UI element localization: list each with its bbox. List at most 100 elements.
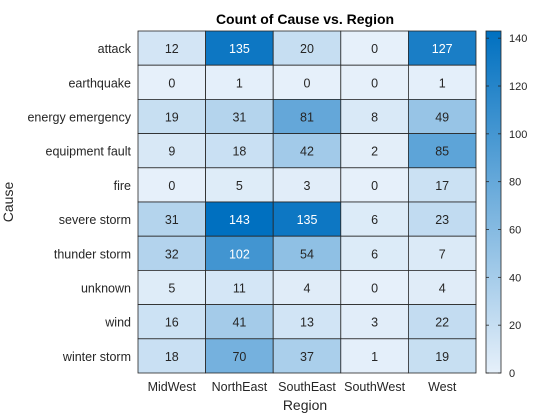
cell-value-label: 42 xyxy=(300,145,314,159)
cell-value-label: 5 xyxy=(168,282,175,296)
cell-value-label: 135 xyxy=(229,42,250,56)
cell-value-label: 81 xyxy=(300,111,314,125)
colorbar-tick-label: 100 xyxy=(509,129,527,141)
heatmap-cell xyxy=(340,99,409,135)
heatmap-cell xyxy=(137,235,206,271)
cell-value-label: 5 xyxy=(236,179,243,193)
y-tick-label: attack xyxy=(98,42,132,56)
heatmap-cell xyxy=(205,201,274,237)
cell-value-label: 0 xyxy=(168,76,175,90)
cell-value-label: 18 xyxy=(165,350,179,364)
cell-value-label: 0 xyxy=(371,179,378,193)
colorbar-tick-label: 60 xyxy=(509,225,521,237)
colorbar-tick-label: 140 xyxy=(509,33,527,45)
cell-value-label: 8 xyxy=(371,111,378,125)
cell-value-label: 135 xyxy=(297,213,318,227)
heatmap-cell xyxy=(407,338,477,374)
y-tick-label: winter storm xyxy=(62,350,131,364)
cell-value-label: 2 xyxy=(371,145,378,159)
heatmap-cell xyxy=(137,167,206,203)
y-tick-label: unknown xyxy=(81,282,131,296)
cell-value-label: 31 xyxy=(232,111,246,125)
cell-value-label: 3 xyxy=(371,316,378,330)
heatmap-cell xyxy=(272,64,342,100)
y-tick-label: equipment fault xyxy=(46,145,132,159)
x-tick-label: SouthEast xyxy=(278,380,336,394)
x-tick-label: NorthEast xyxy=(212,380,268,394)
x-tick-label: SouthWest xyxy=(344,380,405,394)
heatmap-cell xyxy=(340,201,409,237)
y-tick-labels: attack earthquake energy emergency equipmen… xyxy=(27,42,131,364)
cell-value-label: 6 xyxy=(371,213,378,227)
heatmap-cell xyxy=(407,269,477,305)
cell-value-label: 16 xyxy=(165,316,179,330)
y-tick-label: earthquake xyxy=(68,76,131,90)
x-axis-label: Region xyxy=(283,397,327,413)
cell-value-label: 0 xyxy=(304,76,311,90)
colorbar-tick-label: 20 xyxy=(509,320,521,332)
y-tick-label: wind xyxy=(104,316,131,330)
cell-value-label: 6 xyxy=(371,247,378,261)
y-tick-label: fire xyxy=(114,179,131,193)
cell-value-label: 0 xyxy=(371,282,378,296)
colorbar xyxy=(485,30,502,374)
heatmap-cell xyxy=(407,167,477,203)
y-tick-label: energy emergency xyxy=(27,111,131,125)
cell-value-label: 1 xyxy=(439,76,446,90)
cell-value-label: 54 xyxy=(300,247,314,261)
heatmap-cell xyxy=(137,64,206,100)
heatmap-cell xyxy=(272,30,342,66)
heatmap-cell xyxy=(272,338,342,374)
heatmap-cell xyxy=(407,304,477,340)
y-tick-label: thunder storm xyxy=(54,247,131,261)
cell-value-label: 41 xyxy=(232,316,246,330)
x-tick-label: MidWest xyxy=(148,380,197,394)
heatmap-cell xyxy=(137,269,206,305)
cell-value-label: 13 xyxy=(300,316,314,330)
cell-value-label: 1 xyxy=(236,76,243,90)
heatmap-cell xyxy=(205,167,274,203)
heatmap-cell xyxy=(340,133,409,169)
cell-value-label: 3 xyxy=(304,179,311,193)
heatmap-cell xyxy=(205,338,274,374)
cell-value-label: 23 xyxy=(435,213,449,227)
heatmap-cell xyxy=(340,338,409,374)
cell-value-label: 31 xyxy=(165,213,179,227)
cell-value-label: 143 xyxy=(229,213,250,227)
cell-value-label: 7 xyxy=(439,247,446,261)
chart-title: Count of Cause vs. Region xyxy=(216,11,394,27)
cell-value-label: 22 xyxy=(435,316,449,330)
cell-value-label: 12 xyxy=(165,42,179,56)
heatmap-cell xyxy=(205,304,274,340)
heatmap-cell xyxy=(205,99,274,135)
heatmap-cell xyxy=(272,304,342,340)
heatmap-cell xyxy=(137,30,206,66)
cell-value-label: 11 xyxy=(233,282,246,296)
cell-value-label: 127 xyxy=(432,42,453,56)
cell-value-label: 20 xyxy=(300,42,314,56)
cell-value-label: 0 xyxy=(371,42,378,56)
colorbar-tick-label: 120 xyxy=(509,81,527,93)
heatmap-cell xyxy=(137,133,206,169)
y-tick-label: severe storm xyxy=(59,213,131,227)
cell-value-label: 4 xyxy=(304,282,311,296)
heatmap-cell xyxy=(205,269,274,305)
cell-value-label: 19 xyxy=(165,111,179,125)
cell-value-label: 1 xyxy=(371,350,378,364)
heatmap-cell xyxy=(407,133,477,169)
cell-value-label: 17 xyxy=(435,179,449,193)
cell-value-label: 19 xyxy=(435,350,449,364)
cell-value-label: 37 xyxy=(300,350,314,364)
cell-value-label: 0 xyxy=(371,76,378,90)
x-tick-label: West xyxy=(428,380,457,394)
heatmap-cell xyxy=(272,167,342,203)
cell-value-label: 4 xyxy=(439,282,446,296)
cell-value-label: 49 xyxy=(435,111,449,125)
heatmap-cell xyxy=(407,201,477,237)
y-axis-label: Cause xyxy=(0,182,16,223)
colorbar-ticks: 0 20 40 60 80 100 120 140 xyxy=(486,33,527,380)
cell-value-label: 32 xyxy=(165,247,179,261)
cell-value-label: 0 xyxy=(168,179,175,193)
